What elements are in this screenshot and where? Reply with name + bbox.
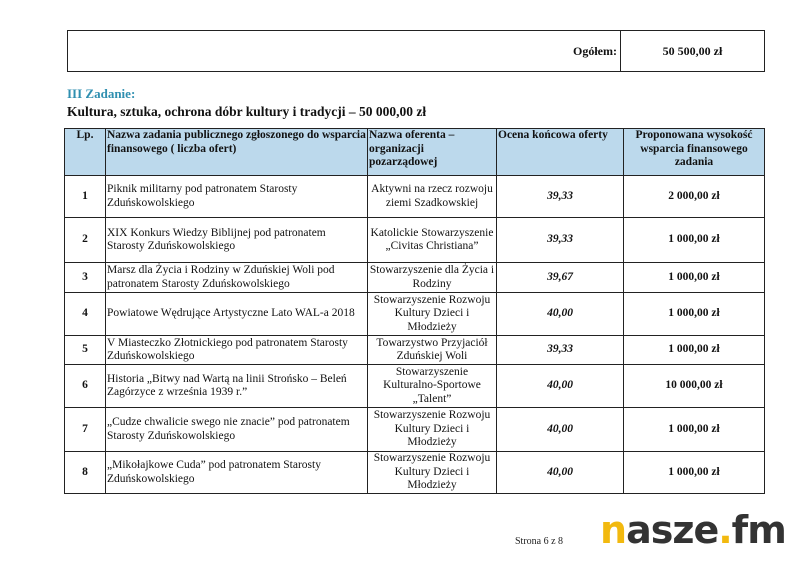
organization-name: Katolickie Stowarzyszenie „Civitas Chris… xyxy=(367,217,497,263)
table-row: 3 Marsz dla Życia i Rodziny w Zduńskiej W… xyxy=(64,262,765,293)
proposed-amount: 1 000,00 zł xyxy=(623,407,765,452)
task-name: V Miasteczko Złotnickiego pod patronatem… xyxy=(105,335,368,365)
proposed-amount: 1 000,00 zł xyxy=(623,262,765,293)
organization-name: Aktywni na rzecz rozwoju ziemi Szadkowsk… xyxy=(367,175,497,218)
task-name: „Cudze chwalicie swego nie znacie” pod p… xyxy=(105,407,368,452)
organization-name: Stowarzyszenie Rozwoju Kultury Dzieci i … xyxy=(367,292,497,336)
proposed-amount: 1 000,00 zł xyxy=(623,451,765,494)
task-name: XIX Konkurs Wiedzy Biblijnej pod patrona… xyxy=(105,217,368,263)
organization-name: Towarzystwo Przyjaciół Zduńskiej Woli xyxy=(367,335,497,365)
final-score: 39,67 xyxy=(496,262,624,293)
proposed-amount: 1 000,00 zł xyxy=(623,217,765,263)
proposed-amount: 1 000,00 zł xyxy=(623,335,765,365)
table-row: 1 Piknik militarny pod patronatem Starost… xyxy=(64,175,765,218)
row-number: 2 xyxy=(64,217,106,263)
section-heading: III Zadanie: xyxy=(67,86,136,101)
table-row: 6 Historia „Bitwy nad Wartą na linii Stro… xyxy=(64,364,765,408)
organization-name: Stowarzyszenie Rozwoju Kultury Dzieci i … xyxy=(367,407,497,452)
row-number: 8 xyxy=(64,451,106,494)
table-row: 4 Powiatowe Wędrujące Artystyczne Lato WA… xyxy=(64,292,765,336)
final-score: 39,33 xyxy=(496,175,624,218)
task-name: Historia „Bitwy nad Wartą na linii Stroń… xyxy=(105,364,368,408)
row-number: 7 xyxy=(64,407,106,452)
final-score: 39,33 xyxy=(496,335,624,365)
page-number: Strona 6 z 8 xyxy=(515,536,564,547)
row-number: 1 xyxy=(64,175,106,218)
task-name: Powiatowe Wędrujące Artystyczne Lato WAL… xyxy=(105,292,368,336)
row-number: 5 xyxy=(64,335,106,365)
task-name: „Mikołajkowe Cuda” pod patronatem Staros… xyxy=(105,451,368,494)
table-row: 8 „Mikołajkowe Cuda” pod patronatem Staro… xyxy=(64,451,765,494)
task-name: Marsz dla Życia i Rodziny w Zduńskiej Wo… xyxy=(105,262,368,293)
summary-value: 50 500,00 zł xyxy=(662,44,723,58)
final-score: 40,00 xyxy=(496,407,624,452)
watermark-logo: nasze.fm xyxy=(600,508,787,552)
table-row: 7 „Cudze chwalicie swego nie znacie” pod … xyxy=(64,407,765,452)
header-score: Ocena końcowa oferty xyxy=(496,128,624,176)
proposed-amount: 2 000,00 zł xyxy=(623,175,765,218)
header-lp: Lp. xyxy=(64,128,106,176)
summary-box: Ogółem: 50 500,00 zł xyxy=(67,30,765,72)
header-amount: Proponowana wysokość wsparcia finansoweg… xyxy=(623,128,765,176)
row-number: 3 xyxy=(64,262,106,293)
section-subtitle: Kultura, sztuka, ochrona dóbr kultury i … xyxy=(67,104,427,119)
proposed-amount: 1 000,00 zł xyxy=(623,292,765,336)
summary-label: Ogółem: xyxy=(68,31,621,71)
header-organization: Nazwa oferenta – organizacji pozarządowe… xyxy=(367,128,497,176)
final-score: 40,00 xyxy=(496,364,624,408)
table-row: 2 XIX Konkurs Wiedzy Biblijnej pod patron… xyxy=(64,217,765,263)
final-score: 39,33 xyxy=(496,217,624,263)
final-score: 40,00 xyxy=(496,292,624,336)
organization-name: Stowarzyszenie dla Życia i Rodziny xyxy=(367,262,497,293)
final-score: 40,00 xyxy=(496,451,624,494)
organization-name: Stowarzyszenie Rozwoju Kultury Dzieci i … xyxy=(367,451,497,494)
table-header: Lp. Nazwa zadania publicznego zgłoszoneg… xyxy=(64,128,765,176)
grants-table: Lp. Nazwa zadania publicznego zgłoszoneg… xyxy=(64,128,765,494)
proposed-amount: 10 000,00 zł xyxy=(623,364,765,408)
row-number: 6 xyxy=(64,364,106,408)
row-number: 4 xyxy=(64,292,106,336)
organization-name: Stowarzyszenie Kulturalno-Sportowe „Tale… xyxy=(367,364,497,408)
header-task-name: Nazwa zadania publicznego zgłoszonego do… xyxy=(105,128,368,176)
task-name: Piknik militarny pod patronatem Starosty… xyxy=(105,175,368,218)
